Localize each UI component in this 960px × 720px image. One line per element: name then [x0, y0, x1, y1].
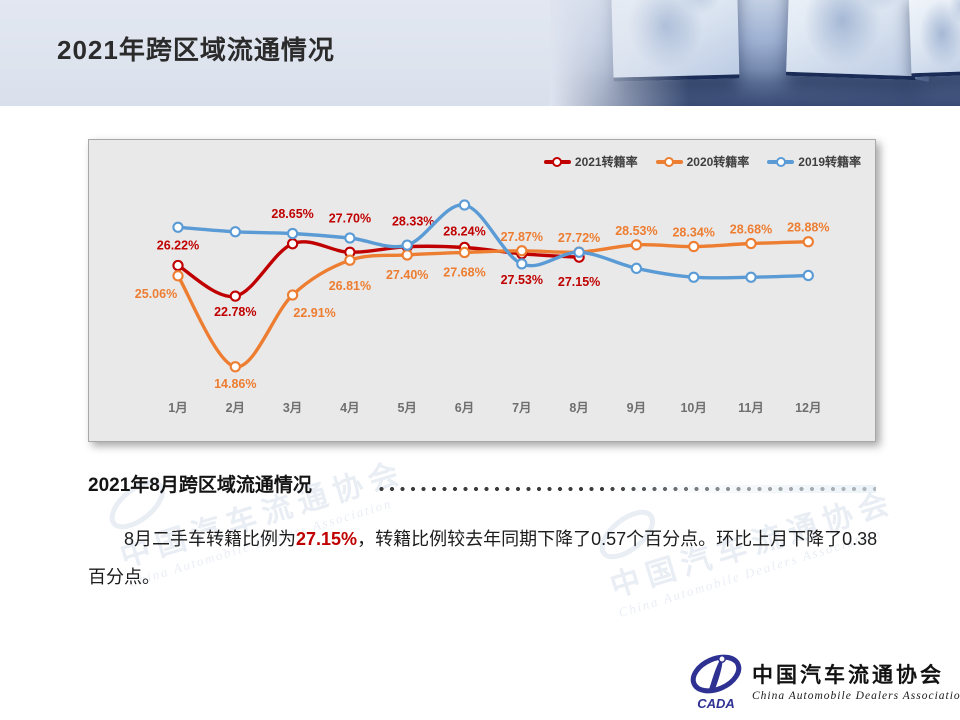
summary-paragraph: 8月二手车转籍比例为27.15%，转籍比例较去年同期下降了0.57个百分点。环比…: [88, 520, 888, 596]
series-2019-marker: [401, 239, 413, 251]
series-2020-marker: [516, 245, 528, 257]
cada-logo-text: CADA: [697, 696, 735, 711]
series-2020-marker: [286, 289, 299, 301]
header-decoration-cubes: [550, 0, 960, 106]
series-2020-data-label: 26.81%: [329, 279, 371, 293]
series-2019-marker: [458, 199, 471, 211]
x-axis-tick-label: 5月: [397, 401, 416, 415]
summary-text-pre: 8月二手车转籍比例为: [124, 529, 297, 549]
series-2019-marker: [344, 232, 356, 244]
legend-label: 2020转籍率: [686, 155, 750, 169]
legend-marker-dot-icon: [552, 156, 563, 167]
series-2021-data-label: 28.33%: [392, 215, 434, 229]
series-2019-marker: [802, 269, 814, 282]
x-axis-tick-label: 10月: [680, 401, 706, 415]
chart-legend: 2021转籍率 2020转籍率 2019转籍率: [543, 153, 861, 170]
legend-label: 2021转籍率: [574, 155, 638, 169]
series-2020-marker: [172, 270, 184, 282]
series-2020-data-label: 25.06%: [135, 287, 177, 301]
series-2020-marker: [458, 246, 471, 259]
series-2021-data-label: 27.70%: [329, 211, 371, 225]
x-axis-tick-label: 11月: [738, 401, 764, 415]
series-2020-data-label: 28.53%: [615, 224, 657, 238]
series-2020: 25.06% 14.86% 22.91% 26.81% 27.40% 27.68% 27.8…: [135, 221, 830, 391]
x-axis-tick-label: 1月: [168, 401, 187, 415]
series-2020-data-label: 28.34%: [672, 226, 714, 240]
x-axis-tick-label: 3月: [283, 401, 302, 415]
series-2019-marker: [286, 227, 299, 240]
series-2019-marker: [745, 271, 757, 283]
cada-logo: CADA 中国汽车流通协会 China Automobile Dealers A…: [688, 648, 960, 712]
x-axis-labels: 1月 2月 3月 4月 5月 6月 7月 8月 9月 10月 11月 12月: [168, 401, 821, 415]
series-2019-marker: [630, 262, 643, 274]
legend-marker-icon: [543, 156, 571, 167]
series-2021-data-label: 22.78%: [214, 305, 256, 319]
series-2021-data-label: 27.53%: [501, 273, 543, 287]
x-axis-tick-label: 8月: [569, 401, 588, 415]
series-2020-data-label: 28.88%: [787, 221, 829, 235]
series-2021-data-label: 26.22%: [157, 238, 199, 252]
series-2020-data-label: 14.86%: [214, 377, 256, 391]
series-2021: 26.22% 22.78% 28.65% 27.70% 28.33% 28.24% 27.5…: [157, 207, 601, 319]
series-2021-data-label: 27.15%: [558, 275, 600, 289]
legend-item-2020: 2020转籍率: [655, 153, 750, 170]
legend-marker-icon: [655, 156, 683, 167]
x-axis-tick-label: 12月: [795, 401, 821, 415]
series-2019-marker: [573, 246, 585, 258]
series-2020-data-label: 27.68%: [443, 265, 485, 279]
series-2021-data-label: 28.24%: [443, 224, 485, 238]
series-2020-marker: [630, 239, 643, 251]
dotted-divider: [378, 485, 876, 493]
series-2021-data-label: 28.65%: [271, 207, 313, 221]
summary-text-post: ，转籍比例较去年同期下降了0.57个百分点。环比上月下降了0.38百分点。: [88, 529, 878, 587]
series-2020-marker: [745, 237, 757, 250]
header-art-fade: [550, 0, 960, 106]
series-2020-data-label: 27.72%: [558, 231, 600, 245]
series-2019: [172, 199, 814, 283]
legend-marker-icon: [767, 156, 795, 167]
cada-logo-text-block: 中国汽车流通协会 China Automobile Dealers Associ…: [752, 659, 960, 702]
x-axis-tick-label: 7月: [512, 401, 531, 415]
legend-marker-dot-icon: [664, 156, 675, 167]
x-axis-tick-label: 2月: [226, 401, 245, 415]
series-2019-marker: [229, 226, 241, 238]
legend-item-2021: 2021转籍率: [543, 153, 638, 170]
series-2020-marker: [401, 249, 413, 261]
series-2021-marker: [286, 238, 299, 250]
series-2020-data-label: 27.87%: [501, 230, 543, 244]
series-2021-marker: [229, 290, 241, 302]
logo-en: China Automobile Dealers Association: [752, 689, 960, 702]
transfer-rate-line-chart: 1月 2月 3月 4月 5月 6月 7月 8月 9月 10月 11月 12月26.22%22.78%2…: [135, 199, 830, 415]
series-2020-data-label: 28.68%: [730, 223, 772, 237]
series-2020-data-label: 27.40%: [386, 268, 428, 282]
series-2020-marker: [688, 240, 700, 253]
header-band: 2021年跨区域流通情况: [0, 0, 960, 106]
section-heading: 2021年8月跨区域流通情况: [88, 475, 312, 496]
series-2020-marker: [802, 236, 814, 248]
series-2019-marker: [172, 221, 184, 233]
cada-logo-mark-icon: CADA: [690, 654, 742, 711]
series-2020-marker: [229, 361, 241, 373]
x-axis-tick-label: 4月: [340, 401, 359, 415]
highlight-value: 27.15%: [296, 529, 358, 549]
series-2021-marker: [172, 259, 184, 272]
legend-item-2019: 2019转籍率: [767, 153, 861, 170]
series-2020-data-label: 22.91%: [293, 306, 335, 320]
series-2020-marker: [344, 254, 356, 266]
legend-marker-dot-icon: [775, 156, 786, 167]
x-axis-tick-label: 9月: [627, 401, 646, 415]
legend-label: 2019转籍率: [798, 155, 861, 169]
logo-cn: 中国汽车流通协会: [752, 662, 944, 687]
page-title: 2021年跨区域流通情况: [57, 35, 335, 65]
chart-card: 2021转籍率 2020转籍率 2019转籍率 1月 2月 3月 4月 5月 6月 7月 8月 9月…: [88, 139, 876, 442]
series-2019-marker: [688, 271, 700, 283]
series-2019-marker: [516, 258, 528, 270]
x-axis-tick-label: 6月: [455, 401, 474, 415]
